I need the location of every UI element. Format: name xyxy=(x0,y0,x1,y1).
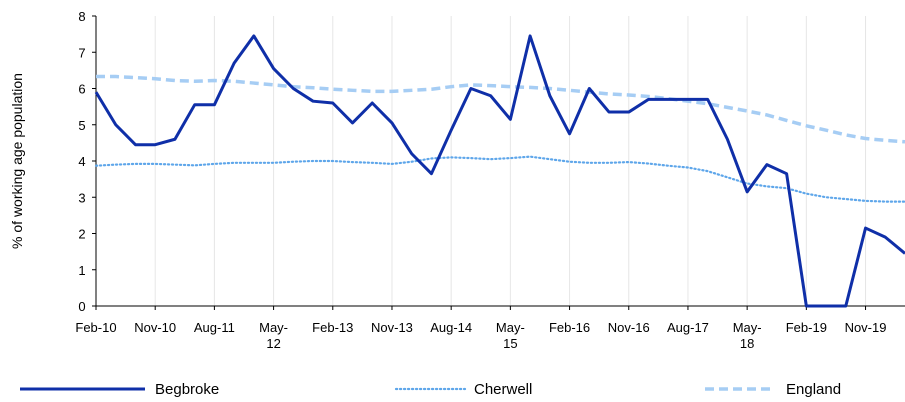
series-line-begbroke xyxy=(94,34,905,308)
x-tick-label: Aug-11 xyxy=(194,320,235,335)
x-tick-label-line: Nov-10 xyxy=(134,320,176,335)
x-tick-label-line: Aug-17 xyxy=(667,320,709,335)
y-tick-label: 4 xyxy=(78,154,85,169)
series-lines xyxy=(94,34,905,308)
x-tick-label: May-12 xyxy=(259,320,288,351)
y-tick-labels: 0 1 2 3 4 5 6 7 8 xyxy=(78,9,85,314)
x-tick-label-line: 12 xyxy=(266,336,280,351)
y-tick-label: 6 xyxy=(78,82,85,97)
x-tick-label: Aug-17 xyxy=(667,320,709,335)
x-tick-label: Feb-19 xyxy=(786,320,827,335)
y-tick-label: 7 xyxy=(78,45,85,60)
vertical-gridlines xyxy=(95,16,867,306)
x-tick-label: Feb-13 xyxy=(312,320,353,335)
y-tick-label: 0 xyxy=(78,299,85,314)
x-tick-label: May-15 xyxy=(496,320,525,351)
x-tick-label: May-18 xyxy=(733,320,762,351)
series-line-england xyxy=(96,74,905,144)
legend-label-begbroke: Begbroke xyxy=(155,381,219,398)
x-tick-label-line: Nov-13 xyxy=(371,320,413,335)
x-tick-label-line: May- xyxy=(733,320,762,335)
x-tick-label: Nov-16 xyxy=(608,320,650,335)
y-tick-label: 8 xyxy=(78,9,85,24)
x-tick-label-line: Feb-10 xyxy=(75,320,116,335)
legend-label-england: England xyxy=(786,381,841,398)
x-tick-label: Feb-16 xyxy=(549,320,590,335)
x-tick-label-line: Nov-19 xyxy=(845,320,887,335)
x-tick-label-line: Aug-11 xyxy=(194,320,235,335)
x-tick-label: Nov-13 xyxy=(371,320,413,335)
series-line-cherwell xyxy=(94,155,905,203)
x-tick-label-line: Aug-14 xyxy=(430,320,472,335)
x-tick-label-line: May- xyxy=(259,320,288,335)
legend: Begbroke Cherwell England xyxy=(20,381,841,398)
x-tick-label-line: Nov-16 xyxy=(608,320,650,335)
y-tick-label: 5 xyxy=(78,118,85,133)
x-tick-label: Nov-19 xyxy=(845,320,887,335)
y-tick-label: 2 xyxy=(78,227,85,242)
x-tick-label: Nov-10 xyxy=(134,320,176,335)
x-tick-label-line: Feb-19 xyxy=(786,320,827,335)
x-tick-label: Aug-14 xyxy=(430,320,472,335)
y-tick-label: 3 xyxy=(78,190,85,205)
x-tick-label-line: 15 xyxy=(503,336,517,351)
axes xyxy=(92,15,905,310)
x-tick-label-line: May- xyxy=(496,320,525,335)
x-tick-label-line: Feb-16 xyxy=(549,320,590,335)
x-tick-label-line: 18 xyxy=(740,336,754,351)
x-tick-label-line: Feb-13 xyxy=(312,320,353,335)
y-axis-title: % of working age population xyxy=(9,73,25,249)
legend-label-cherwell: Cherwell xyxy=(474,381,532,398)
y-tick-label: 1 xyxy=(78,263,85,278)
x-tick-label: Feb-10 xyxy=(75,320,116,335)
